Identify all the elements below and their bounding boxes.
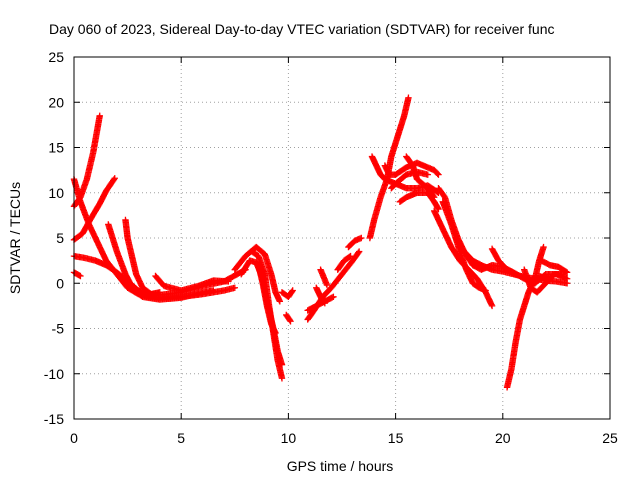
y-tick-label: -10 bbox=[44, 366, 64, 382]
data-point bbox=[323, 281, 331, 289]
data-point bbox=[512, 271, 519, 278]
data-point bbox=[111, 175, 118, 182]
data-point bbox=[355, 249, 362, 256]
data-point bbox=[278, 375, 286, 382]
data-point bbox=[288, 288, 296, 295]
y-tick-label: -5 bbox=[52, 321, 65, 337]
data-point bbox=[434, 170, 441, 177]
series-trace-22 bbox=[368, 153, 431, 187]
data-point bbox=[96, 112, 103, 120]
y-tick-label: 10 bbox=[48, 185, 64, 201]
data-point bbox=[540, 243, 547, 251]
data-point bbox=[287, 318, 294, 325]
series-trace-32 bbox=[503, 243, 547, 391]
data-point bbox=[482, 287, 489, 294]
series-trace-2 bbox=[70, 175, 118, 244]
series-trace-1 bbox=[70, 112, 103, 210]
x-tick-label: 10 bbox=[281, 430, 297, 446]
data-point bbox=[358, 234, 365, 242]
series-trace-19 bbox=[334, 252, 354, 273]
data-point bbox=[424, 171, 431, 178]
data-point bbox=[405, 94, 412, 101]
x-tick-label: 25 bbox=[602, 430, 618, 446]
series-trace-23 bbox=[381, 159, 442, 178]
data-point bbox=[320, 298, 328, 306]
series-trace-6 bbox=[122, 216, 163, 298]
series-trace-35 bbox=[536, 272, 552, 282]
data-point bbox=[321, 299, 329, 307]
y-axis-label: SDTVAR / TECUs bbox=[7, 182, 23, 294]
data-point bbox=[435, 205, 442, 213]
series-trace-29 bbox=[439, 198, 489, 294]
data-points bbox=[70, 94, 571, 391]
x-tick-labels: 0 5 10 15 20 25 bbox=[70, 430, 618, 446]
data-point bbox=[563, 269, 571, 276]
data-point bbox=[289, 287, 296, 294]
chart-title: Day 060 of 2023, Sidereal Day-to-day VTE… bbox=[49, 21, 555, 37]
x-tick-label: 0 bbox=[70, 430, 78, 446]
series-trace-12 bbox=[255, 261, 279, 337]
y-tick-labels: -15 -10 -5 0 5 10 15 20 25 bbox=[44, 49, 64, 427]
series-trace-7 bbox=[152, 272, 232, 294]
plot-frame bbox=[73, 56, 611, 420]
data-point bbox=[346, 253, 353, 261]
data-point bbox=[347, 252, 354, 260]
data-point bbox=[77, 272, 84, 280]
x-axis-label: GPS time / hours bbox=[287, 458, 394, 474]
series-trace-31 bbox=[488, 245, 519, 278]
series-trace-21 bbox=[366, 94, 412, 242]
y-tick-label: 0 bbox=[56, 275, 64, 291]
x-tick-label: 20 bbox=[495, 430, 511, 446]
data-point bbox=[544, 275, 552, 282]
series-trace-26 bbox=[403, 153, 438, 201]
data-point bbox=[435, 171, 442, 178]
x-tick-label: 15 bbox=[388, 430, 404, 446]
data-point bbox=[355, 248, 363, 255]
series-trace-18 bbox=[317, 266, 331, 289]
y-tick-label: 25 bbox=[48, 49, 64, 65]
data-point bbox=[286, 317, 294, 324]
series-trace-8 bbox=[70, 269, 84, 280]
y-tick-label: -15 bbox=[44, 411, 64, 427]
data-point bbox=[563, 280, 571, 287]
data-point bbox=[562, 268, 570, 275]
data-point bbox=[272, 329, 279, 337]
x-tick-label: 5 bbox=[177, 430, 185, 446]
series-trace-9 bbox=[231, 243, 284, 305]
data-point bbox=[430, 192, 437, 200]
data-point bbox=[231, 284, 238, 291]
y-tick-label: 20 bbox=[48, 94, 64, 110]
series-trace-13 bbox=[278, 287, 296, 301]
series-trace-17 bbox=[313, 284, 329, 307]
data-point bbox=[276, 298, 284, 305]
y-tick-label: 5 bbox=[56, 230, 64, 246]
grid-lines bbox=[74, 57, 610, 419]
data-point bbox=[330, 293, 337, 301]
data-point bbox=[430, 194, 438, 201]
data-point bbox=[488, 302, 496, 310]
series-trace-15 bbox=[304, 248, 363, 323]
series-trace-5 bbox=[105, 221, 217, 303]
series-trace-20 bbox=[345, 234, 365, 251]
data-point bbox=[156, 289, 163, 296]
series-trace-14 bbox=[283, 311, 294, 325]
data-point bbox=[210, 287, 217, 294]
series-trace-34 bbox=[538, 257, 571, 276]
data-point bbox=[110, 176, 118, 183]
data-point bbox=[225, 278, 232, 285]
y-tick-label: 15 bbox=[48, 140, 64, 156]
